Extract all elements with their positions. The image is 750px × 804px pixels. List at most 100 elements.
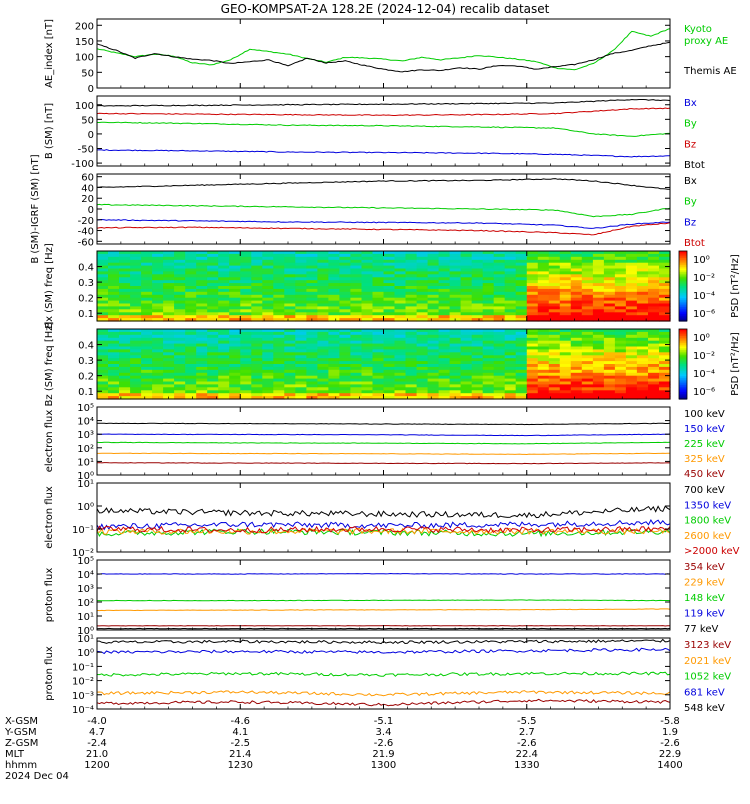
heatmap-cell: [108, 274, 120, 278]
heatmap-cell: [494, 274, 506, 278]
x-axis-value: 21.4: [229, 749, 251, 760]
heatmap-cell: [461, 335, 473, 339]
heatmap-cell: [185, 309, 197, 313]
heatmap-cell: [417, 352, 429, 356]
heatmap-cell: [163, 352, 175, 356]
legend-entry: Bx: [684, 98, 697, 109]
heatmap-cell: [262, 274, 274, 278]
heatmap-cell: [615, 257, 627, 261]
heatmap-cell: [494, 257, 506, 261]
panel-frame: [97, 560, 670, 630]
legend-entry: 2021 keV: [684, 656, 731, 667]
heatmap-cell: [527, 257, 539, 261]
heatmap-cell: [306, 352, 318, 356]
legend-entry: 450 keV: [684, 469, 725, 480]
x-axis-value: 1230: [228, 760, 253, 771]
legend-entry: 225 keV: [684, 439, 725, 450]
figure-title: GEO-KOMPSAT-2A 128.2E (2024-12-04) recal…: [221, 2, 550, 16]
heatmap-cell: [384, 292, 396, 296]
heatmap-cell: [483, 387, 495, 391]
heatmap-cell: [527, 309, 539, 313]
heatmap-cell: [163, 292, 175, 296]
heatmap-cell: [97, 309, 109, 313]
heatmap-cell: [527, 352, 539, 356]
heatmap-cell: [163, 309, 175, 313]
heatmap-cell: [108, 387, 120, 391]
heatmap-cell: [604, 387, 616, 391]
heatmap-cell: [317, 335, 329, 339]
y-tick-label: 10²: [77, 444, 94, 455]
heatmap-cell: [207, 257, 219, 261]
heatmap-cell: [119, 352, 131, 356]
x-axis-value: 1300: [371, 760, 396, 771]
heatmap-cell: [207, 370, 219, 374]
heatmap-cell: [295, 387, 307, 391]
heatmap-cell: [196, 370, 208, 374]
y-axis-label: Bx (SM) freq [Hz]: [44, 243, 55, 329]
heatmap-cell: [615, 309, 627, 313]
heatmap-cell: [560, 292, 572, 296]
heatmap-cell: [406, 335, 418, 339]
heatmap-cell: [207, 335, 219, 339]
heatmap-cell: [626, 292, 638, 296]
heatmap-cell: [152, 335, 164, 339]
series-line-bx: [97, 179, 670, 190]
heatmap-cell: [428, 370, 440, 374]
heatmap-cell: [395, 387, 407, 391]
series-line-229-kev: [97, 609, 670, 611]
x-axis-value: 21.9: [372, 749, 394, 760]
x-axis-value: 1200: [84, 760, 109, 771]
heatmap-cell: [461, 309, 473, 313]
heatmap-cell: [472, 352, 484, 356]
heatmap-cell: [174, 309, 186, 313]
heatmap-cell: [516, 292, 528, 296]
heatmap-cell: [571, 257, 583, 261]
colorbar-tick-label: 10⁻⁶: [693, 387, 715, 398]
heatmap-cell: [108, 370, 120, 374]
y-tick-label: 10³: [77, 430, 94, 441]
x-axis-value: -5.1: [374, 716, 394, 727]
heatmap-cell: [306, 309, 318, 313]
x-axis-value: 1400: [657, 760, 682, 771]
heatmap-cell: [450, 274, 462, 278]
heatmap-cell: [384, 274, 396, 278]
y-tick-label: 10⁻⁴: [72, 705, 94, 716]
series-line-450-kev: [97, 463, 670, 464]
legend-entry: By: [684, 119, 697, 130]
heatmap-cell: [626, 370, 638, 374]
heatmap-cell: [373, 309, 385, 313]
heatmap-cell: [538, 292, 550, 296]
heatmap-cell: [108, 352, 120, 356]
colorbar-tick-label: 10⁻²: [693, 273, 715, 284]
heatmap-cell: [461, 257, 473, 261]
heatmap-cell: [350, 335, 362, 339]
heatmap-cell: [406, 257, 418, 261]
heatmap-cell: [218, 309, 230, 313]
heatmap-cell: [262, 335, 274, 339]
heatmap-cell: [461, 370, 473, 374]
series-line-681-kev: [97, 648, 670, 653]
heatmap-cell: [538, 274, 550, 278]
y-tick-label: 0: [88, 205, 94, 216]
heatmap-cell: [174, 387, 186, 391]
heatmap-cell: [207, 292, 219, 296]
heatmap-cell: [362, 352, 374, 356]
heatmap-cell: [306, 292, 318, 296]
heatmap-cell: [560, 387, 572, 391]
heatmap-cell: [328, 352, 340, 356]
y-tick-label: 10⁵: [77, 556, 94, 567]
x-axis-value: -5.5: [517, 716, 537, 727]
heatmap-cell: [538, 257, 550, 261]
heatmap-cell: [593, 274, 605, 278]
heatmap-cell: [130, 352, 142, 356]
heatmap-cell: [439, 370, 451, 374]
y-tick-label: 10¹: [77, 457, 94, 468]
heatmap-cell: [395, 309, 407, 313]
heatmap-cell: [229, 257, 241, 261]
heatmap-cell: [350, 309, 362, 313]
heatmap-cell: [648, 352, 660, 356]
heatmap-cell: [450, 335, 462, 339]
